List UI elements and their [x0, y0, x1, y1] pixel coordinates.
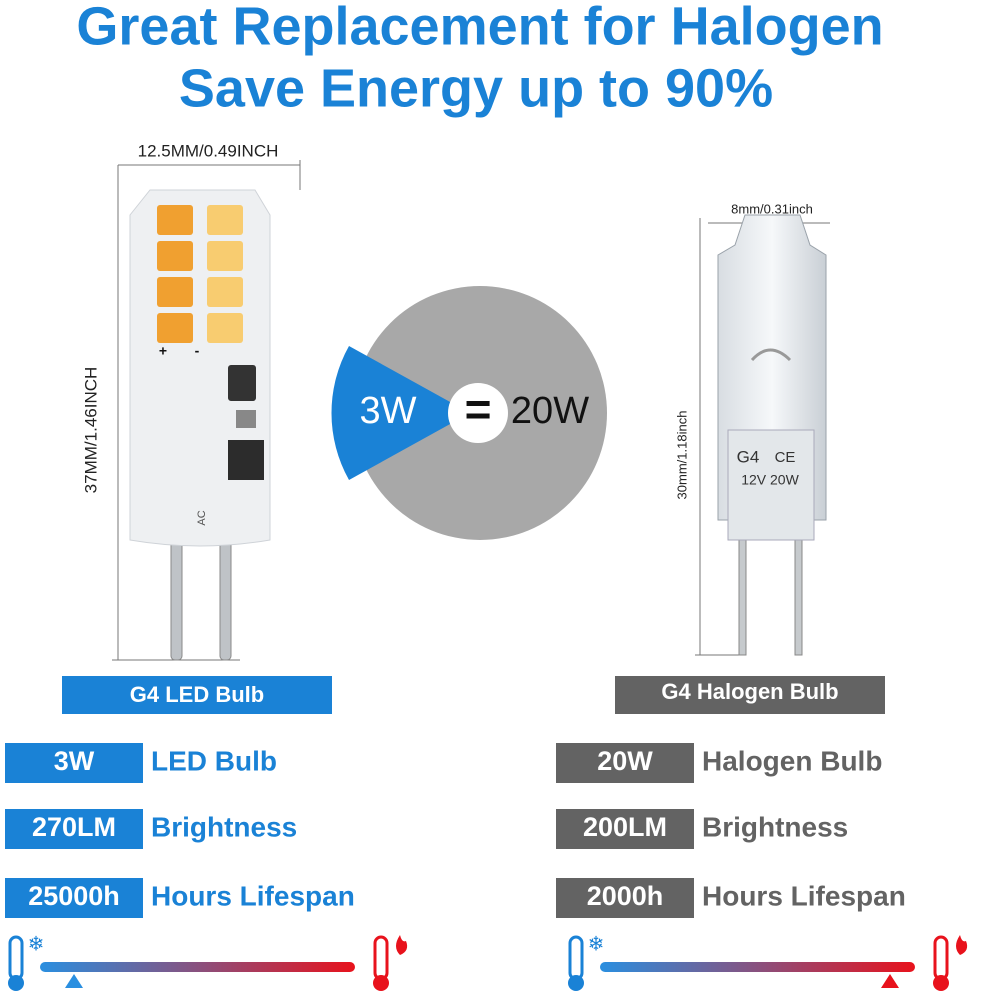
spec-text: LED Bulb — [151, 745, 277, 776]
led-chip — [157, 313, 193, 343]
component — [228, 365, 256, 401]
bulb-label: G4 LED Bulb — [130, 682, 264, 707]
spec-box — [556, 743, 694, 783]
temp-bar — [40, 962, 355, 972]
spec-value: 2000h — [587, 881, 664, 911]
led-chip — [157, 205, 193, 235]
spec-text: Brightness — [151, 811, 297, 842]
led-chip — [207, 241, 243, 271]
snowflake: ❄ — [588, 933, 605, 955]
spec-box — [556, 878, 694, 918]
spec-box — [5, 878, 143, 918]
spec-value: 20W — [597, 746, 653, 776]
spec-text: Brightness — [702, 811, 848, 842]
dimension-label: 37MM/1.46INCH — [81, 367, 100, 494]
spec-value: 25000h — [28, 881, 120, 911]
title-line: Save Energy up to 90% — [179, 58, 773, 118]
spec-value: 270LM — [32, 812, 116, 842]
thermometer-bulb — [933, 975, 949, 991]
marking: CE — [775, 449, 796, 466]
dimension-label: 8mm/0.31inch — [731, 201, 813, 216]
spec-box — [556, 809, 694, 849]
thermometer-cold — [8, 935, 24, 981]
snowflake: ❄ — [28, 933, 45, 955]
spec-value: 200LM — [583, 812, 667, 842]
marking: + — [159, 343, 167, 359]
flame — [396, 935, 408, 955]
marking: AC — [196, 510, 208, 525]
title-line: Great Replacement for Halogen — [76, 0, 883, 56]
flame — [956, 935, 968, 955]
comparison-equals: = — [465, 383, 492, 435]
component — [236, 410, 256, 428]
led-wedge — [331, 346, 470, 480]
spec-value: 3W — [54, 746, 95, 776]
led-chip — [207, 313, 243, 343]
temp-marker — [65, 974, 83, 988]
thermometer-cold — [568, 935, 584, 981]
filament — [750, 348, 792, 362]
led-chip — [157, 241, 193, 271]
thermometer-bulb — [568, 975, 584, 991]
marking: 12V 20W — [741, 472, 799, 488]
thermometer-hot — [373, 935, 389, 981]
bulb-label: G4 Halogen Bulb — [661, 679, 838, 704]
led-chip — [157, 277, 193, 307]
spec-text: Halogen Bulb — [702, 745, 882, 776]
spec-box — [5, 743, 143, 783]
label-box — [62, 676, 332, 714]
dimension-label: 30mm/1.18inch — [674, 411, 689, 500]
led-chip — [207, 277, 243, 307]
equals-badge — [448, 383, 508, 443]
comparison-right: 20W — [511, 390, 589, 432]
halogen-base — [727, 429, 815, 541]
led-chip — [207, 205, 243, 235]
temp-marker — [881, 974, 899, 988]
spec-box — [5, 809, 143, 849]
label-box — [615, 676, 885, 714]
temp-bar — [600, 962, 915, 972]
thermometer-hot — [933, 935, 949, 981]
thermometer-bulb — [373, 975, 389, 991]
spec-text: Hours Lifespan — [702, 880, 906, 911]
marking: - — [195, 343, 200, 359]
comparison-left: 3W — [360, 390, 417, 432]
spec-text: Hours Lifespan — [151, 880, 355, 911]
thermometer-bulb — [8, 975, 24, 991]
component — [228, 440, 264, 480]
marking: G4 — [737, 447, 760, 466]
dimension-label: 12.5MM/0.49INCH — [138, 141, 279, 160]
